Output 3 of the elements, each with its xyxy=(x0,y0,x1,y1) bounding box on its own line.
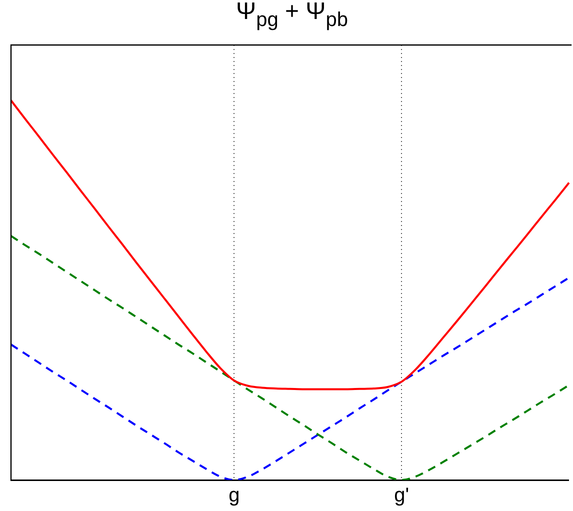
chart-title: Ψ$_{pg}$ + Ψ$_{pb}$ xyxy=(235,0,349,31)
x-tick-label: g xyxy=(228,484,240,507)
x-tick-label: g' xyxy=(394,484,410,507)
